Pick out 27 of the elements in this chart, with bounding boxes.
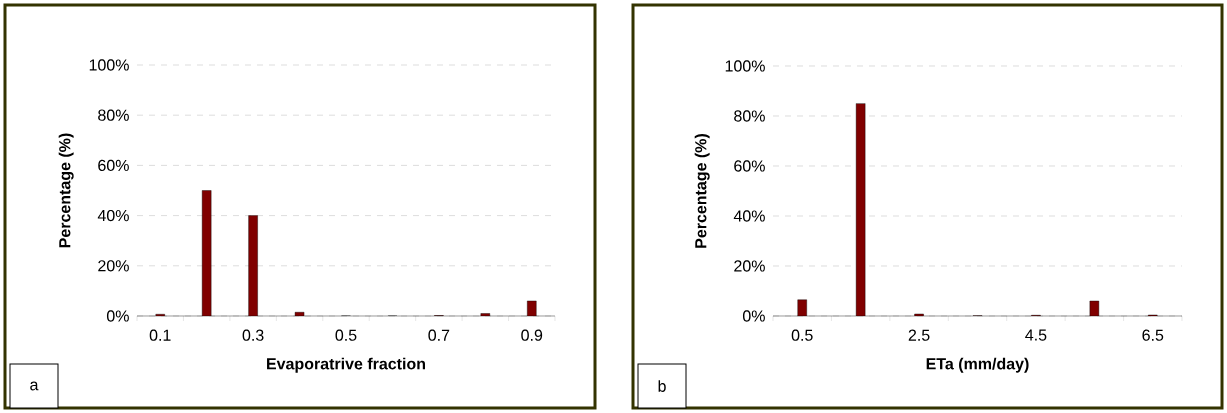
text: b (658, 380, 666, 392)
x-axis-title: Evaporatrive fraction (267, 357, 426, 373)
y-axis-title: Percentage (%) (694, 134, 710, 248)
y-tick-label: 100% (725, 60, 765, 72)
y-tick-label: 20% (734, 260, 765, 272)
x-tick-label: 2.5 (908, 329, 930, 341)
y-tick-label: 40% (97, 209, 129, 222)
x-tick-label: 0.1 (149, 329, 171, 341)
x-tick-label: 0.5 (335, 329, 357, 341)
y-axis-title: Percentage (%) (58, 133, 74, 248)
y-tick-label: 80% (734, 110, 765, 122)
x-tick-label: 4.5 (1025, 329, 1047, 341)
y-tick-label: 60% (98, 159, 129, 172)
y-tick-label: 40% (733, 210, 765, 222)
x-tick-label: 0.5 (791, 329, 813, 341)
x-tick-label: 0.3 (242, 329, 264, 341)
y-tick-label: 0% (742, 310, 765, 322)
y-tick-label: 0% (106, 310, 129, 322)
y-tick-label: 60% (734, 160, 765, 172)
x-tick-label: 6.5 (1142, 329, 1164, 341)
y-tick-label: 100% (89, 59, 129, 71)
text: a (30, 381, 39, 391)
x-tick-label: 0.7 (428, 329, 450, 341)
x-axis-title: ETa (mm/day) (926, 357, 1029, 373)
y-tick-label: 80% (98, 109, 129, 121)
x-tick-label: 0.9 (521, 329, 543, 341)
y-tick-label: 20% (98, 260, 129, 272)
